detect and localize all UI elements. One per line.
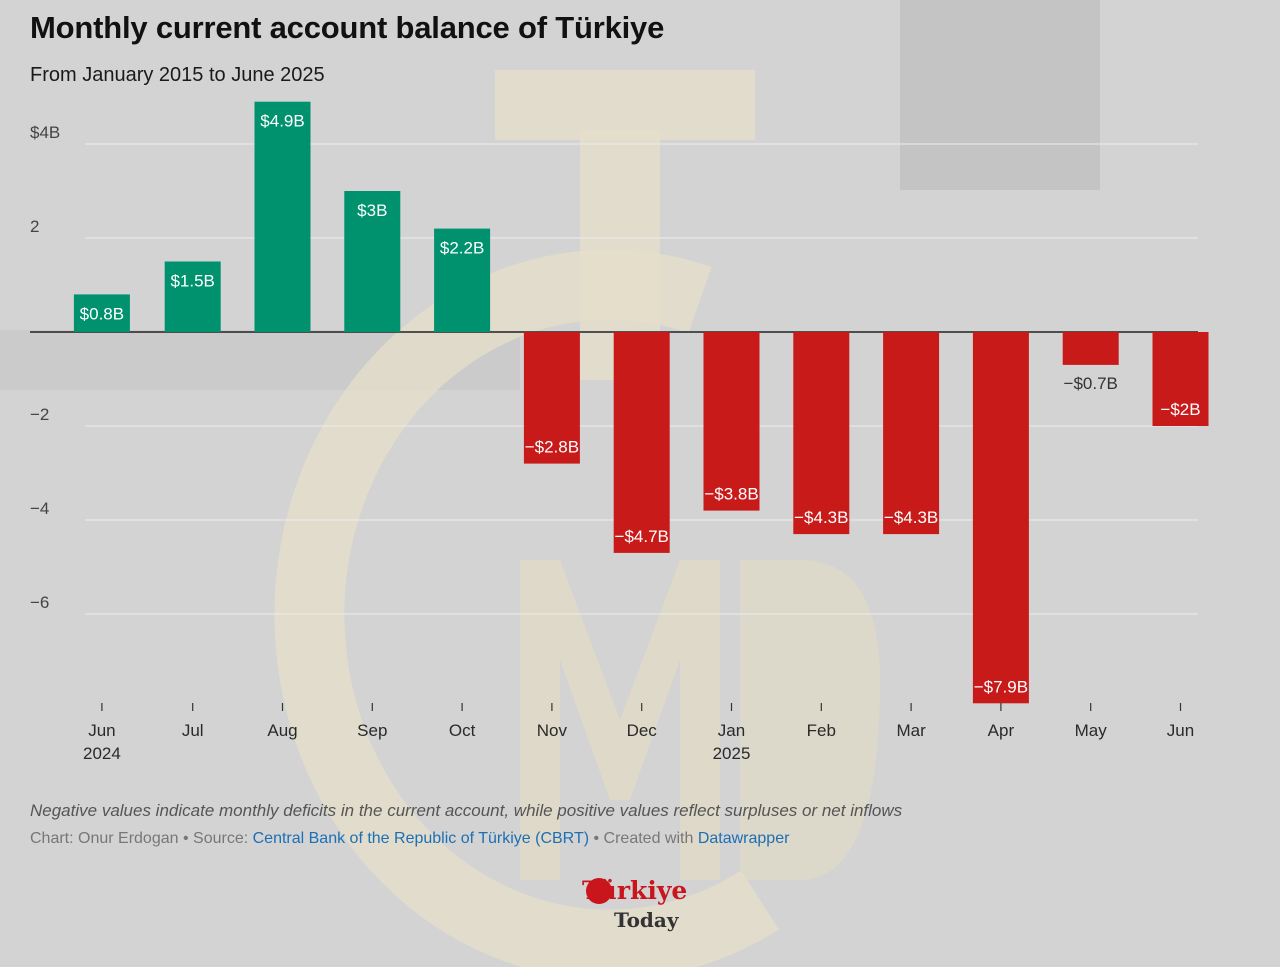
- x-year-label: 2025: [713, 744, 751, 763]
- bar-aug: [254, 101, 311, 332]
- x-tick-label: Feb: [807, 721, 836, 740]
- y-tick-label: −4: [30, 499, 49, 518]
- bar-mar: [883, 332, 940, 535]
- bar-nov: [523, 332, 580, 464]
- y-tick-label: −2: [30, 405, 49, 424]
- x-tick-label: Dec: [627, 721, 658, 740]
- x-tick-label: Nov: [537, 721, 568, 740]
- bar-value-label: $2.2B: [440, 239, 484, 258]
- turkiye-today-logo: Türkiye Today: [582, 876, 702, 940]
- x-tick-label: May: [1075, 721, 1108, 740]
- x-tick-label: Jan: [718, 721, 745, 740]
- bar-value-label: −$7.9B: [974, 677, 1028, 696]
- bar-value-label: $1.5B: [170, 272, 214, 291]
- x-year-label: 2024: [83, 744, 121, 763]
- y-axis-labels: $4B 2 −2 −4 −6: [30, 123, 60, 612]
- y-tick-label: $4B: [30, 123, 60, 142]
- bar-jun: [1152, 332, 1209, 426]
- bar-value-labels: $0.8B $1.5B $4.9B $3B $2.2B −$2.8B −$4.7B −$3.8…: [80, 112, 1201, 697]
- logo-crescent-icon: [586, 878, 612, 904]
- bar-dec: [613, 332, 670, 553]
- bar-value-label: −$4.7B: [615, 527, 669, 546]
- x-tick-label: Sep: [357, 721, 387, 740]
- bar-oct: [434, 228, 491, 332]
- x-tick-label: Aug: [267, 721, 297, 740]
- bar-feb: [793, 332, 850, 535]
- source-link[interactable]: Central Bank of the Republic of Türkiye …: [252, 830, 590, 847]
- logo-line1: Türkiye: [582, 876, 688, 905]
- bar-jan-2025: [703, 332, 760, 511]
- logo-line2: Today: [614, 908, 679, 932]
- bar-value-label: −$4.3B: [794, 508, 848, 527]
- bar-jun-2024: [73, 294, 130, 332]
- bar-value-label: $3B: [357, 201, 387, 220]
- bar-value-label: −$2.8B: [525, 438, 579, 457]
- x-tick-label: Jul: [182, 721, 204, 740]
- x-tick-label: Jun: [88, 721, 115, 740]
- bar-value-label: −$4.3B: [884, 508, 938, 527]
- bar-value-label: −$2B: [1160, 400, 1200, 419]
- y-tick-label: 2: [30, 217, 39, 236]
- y-tick-label: −6: [30, 593, 49, 612]
- x-axis: Jun 2024 Jul Aug Sep Oct Nov Dec Jan 2025 Feb Mar Ap…: [83, 703, 1194, 763]
- datawrapper-link[interactable]: Datawrapper: [697, 830, 790, 847]
- bar-value-label: $0.8B: [80, 304, 124, 323]
- x-tick-label: Mar: [896, 721, 926, 740]
- bar-value-label: $4.9B: [260, 112, 304, 131]
- x-tick-label: Oct: [449, 721, 476, 740]
- chart-note: Negative values indicate monthly deficit…: [30, 801, 903, 820]
- bar-jul: [164, 261, 221, 332]
- chart-subtitle: From January 2015 to June 2025: [30, 64, 325, 86]
- credits-middle: • Created with: [589, 830, 698, 847]
- chart-title: Monthly current account balance of Türki…: [30, 10, 665, 45]
- bar-apr: [972, 332, 1029, 704]
- bar-value-label: −$3.8B: [704, 485, 758, 504]
- bar-value-label: −$0.7B: [1064, 374, 1118, 393]
- credits-prefix: Chart: Onur Erdogan • Source:: [30, 830, 253, 847]
- bar-sep: [344, 191, 401, 332]
- chart-credits: Chart: Onur Erdogan • Source: Central Ba…: [30, 830, 789, 848]
- bar-may: [1062, 332, 1119, 365]
- bar-chart: $4B 2 −2 −4 −6 $0.8B $1.5B $4.9B $3B $2.2B −$2.8B…: [30, 101, 1209, 763]
- x-tick-label: Apr: [988, 721, 1015, 740]
- x-tick-label: Jun: [1167, 721, 1194, 740]
- bars: [73, 101, 1209, 704]
